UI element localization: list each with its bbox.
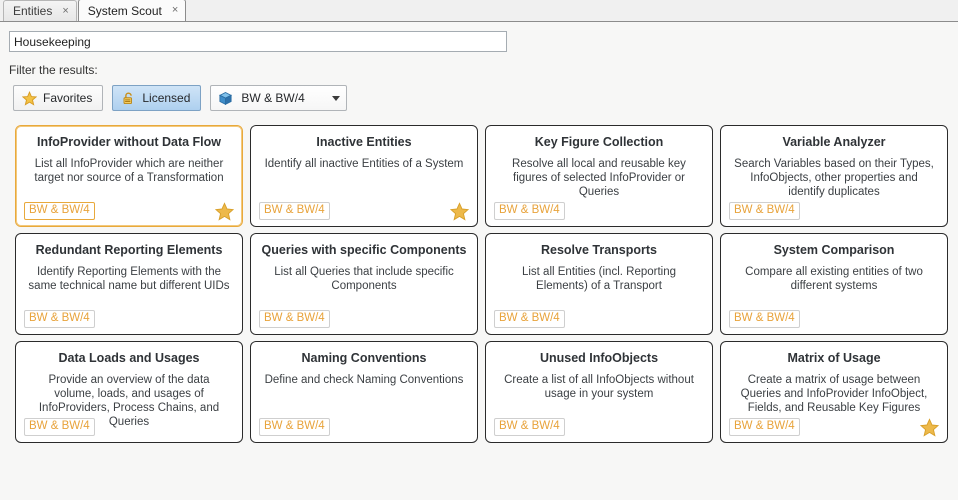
scout-card-grid: InfoProvider without Data Flow List all I… — [0, 111, 958, 443]
licensed-filter-button[interactable]: Licensed — [112, 85, 202, 111]
scout-card[interactable]: InfoProvider without Data Flow List all I… — [15, 125, 243, 227]
card-system-tag: BW & BW/4 — [259, 310, 330, 328]
card-description: List all Queries that include specific C… — [274, 266, 454, 292]
card-description: Search Variables based on their Types, I… — [734, 158, 934, 198]
scout-card[interactable]: Naming Conventions Define and check Namin… — [250, 341, 478, 443]
card-title: Queries with specific Components — [261, 243, 467, 257]
tab-label: System Scout — [87, 3, 162, 18]
chevron-down-icon[interactable] — [332, 95, 341, 101]
tab-close-icon[interactable]: × — [171, 4, 179, 16]
favorites-filter-label: Favorites — [43, 91, 93, 105]
card-system-tag: BW & BW/4 — [24, 310, 95, 328]
card-system-tag: BW & BW/4 — [729, 310, 800, 328]
card-title: Naming Conventions — [301, 351, 427, 365]
scout-card[interactable]: Resolve Transports List all Entities (inc… — [485, 233, 713, 335]
card-system-tag: BW & BW/4 — [494, 310, 565, 328]
tab-entities[interactable]: Entities × — [3, 0, 77, 21]
system-type-dropdown[interactable]: BW & BW/4 — [210, 85, 348, 111]
card-title: InfoProvider without Data Flow — [36, 135, 222, 149]
tab-strip: Entities × System Scout × — [0, 0, 958, 22]
favorites-filter-button[interactable]: Favorites — [13, 85, 104, 111]
favorite-star-icon[interactable] — [919, 418, 940, 437]
tab-label: Entities — [13, 4, 53, 18]
card-title: Unused InfoObjects — [539, 351, 659, 365]
card-system-tag: BW & BW/4 — [259, 418, 330, 436]
unlocked-padlock-icon — [121, 91, 136, 106]
card-title: Data Loads and Usages — [58, 351, 200, 365]
card-description: Create a matrix of usage between Queries… — [740, 374, 928, 414]
card-description: Define and check Naming Conventions — [264, 374, 464, 386]
card-description: List all Entities (incl. Reporting Eleme… — [521, 266, 677, 292]
card-system-tag: BW & BW/4 — [729, 418, 800, 436]
card-system-tag: BW & BW/4 — [494, 202, 565, 220]
scout-card[interactable]: Redundant Reporting Elements Identify Rep… — [15, 233, 243, 335]
card-system-tag: BW & BW/4 — [729, 202, 800, 220]
card-system-tag: BW & BW/4 — [24, 202, 95, 220]
cube-icon — [218, 91, 233, 106]
card-description: Identify all inactive Entities of a Syst… — [264, 158, 464, 170]
filter-button-row: Favorites Licensed BW & BW/4 — [0, 77, 958, 111]
card-system-tag: BW & BW/4 — [24, 418, 95, 436]
search-input[interactable] — [9, 31, 507, 52]
favorite-star-icon[interactable] — [449, 202, 470, 221]
scout-card[interactable]: Variable Analyzer Search Variables based … — [720, 125, 948, 227]
card-title: System Comparison — [773, 243, 895, 257]
filter-section-label: Filter the results: — [9, 63, 98, 77]
card-description: Provide an overview of the data volume, … — [38, 374, 220, 428]
card-title: Key Figure Collection — [534, 135, 664, 149]
search-row — [0, 22, 958, 52]
star-icon — [21, 90, 38, 106]
scout-card[interactable]: Key Figure Collection Resolve all local a… — [485, 125, 713, 227]
system-type-value: BW & BW/4 — [241, 91, 305, 105]
card-system-tag: BW & BW/4 — [494, 418, 565, 436]
scout-card[interactable]: Unused InfoObjects Create a list of all I… — [485, 341, 713, 443]
scout-card[interactable]: Matrix of Usage Create a matrix of usage … — [720, 341, 948, 443]
card-description: Resolve all local and reusable key figur… — [512, 158, 686, 198]
licensed-filter-label: Licensed — [142, 91, 191, 105]
card-title: Resolve Transports — [540, 243, 657, 257]
card-title: Redundant Reporting Elements — [35, 243, 223, 257]
scout-card[interactable]: Data Loads and Usages Provide an overview… — [15, 341, 243, 443]
favorite-star-icon[interactable] — [214, 202, 235, 221]
tab-system-scout[interactable]: System Scout × — [77, 0, 187, 21]
tab-close-icon[interactable]: × — [62, 4, 69, 17]
scout-card[interactable]: Queries with specific Components List all… — [250, 233, 478, 335]
card-description: Identify Reporting Elements with the sam… — [28, 266, 230, 292]
card-description: Create a list of all InfoObjects without… — [504, 374, 694, 400]
card-title: Inactive Entities — [316, 135, 412, 149]
card-title: Variable Analyzer — [782, 135, 886, 149]
scout-card[interactable]: System Comparison Compare all existing en… — [720, 233, 948, 335]
card-system-tag: BW & BW/4 — [259, 202, 330, 220]
card-description: List all InfoProvider which are neither … — [34, 158, 224, 184]
scout-card[interactable]: Inactive Entities Identify all inactive E… — [250, 125, 478, 227]
card-title: Matrix of Usage — [787, 351, 881, 365]
card-description: Compare all existing entities of two dif… — [745, 266, 923, 292]
